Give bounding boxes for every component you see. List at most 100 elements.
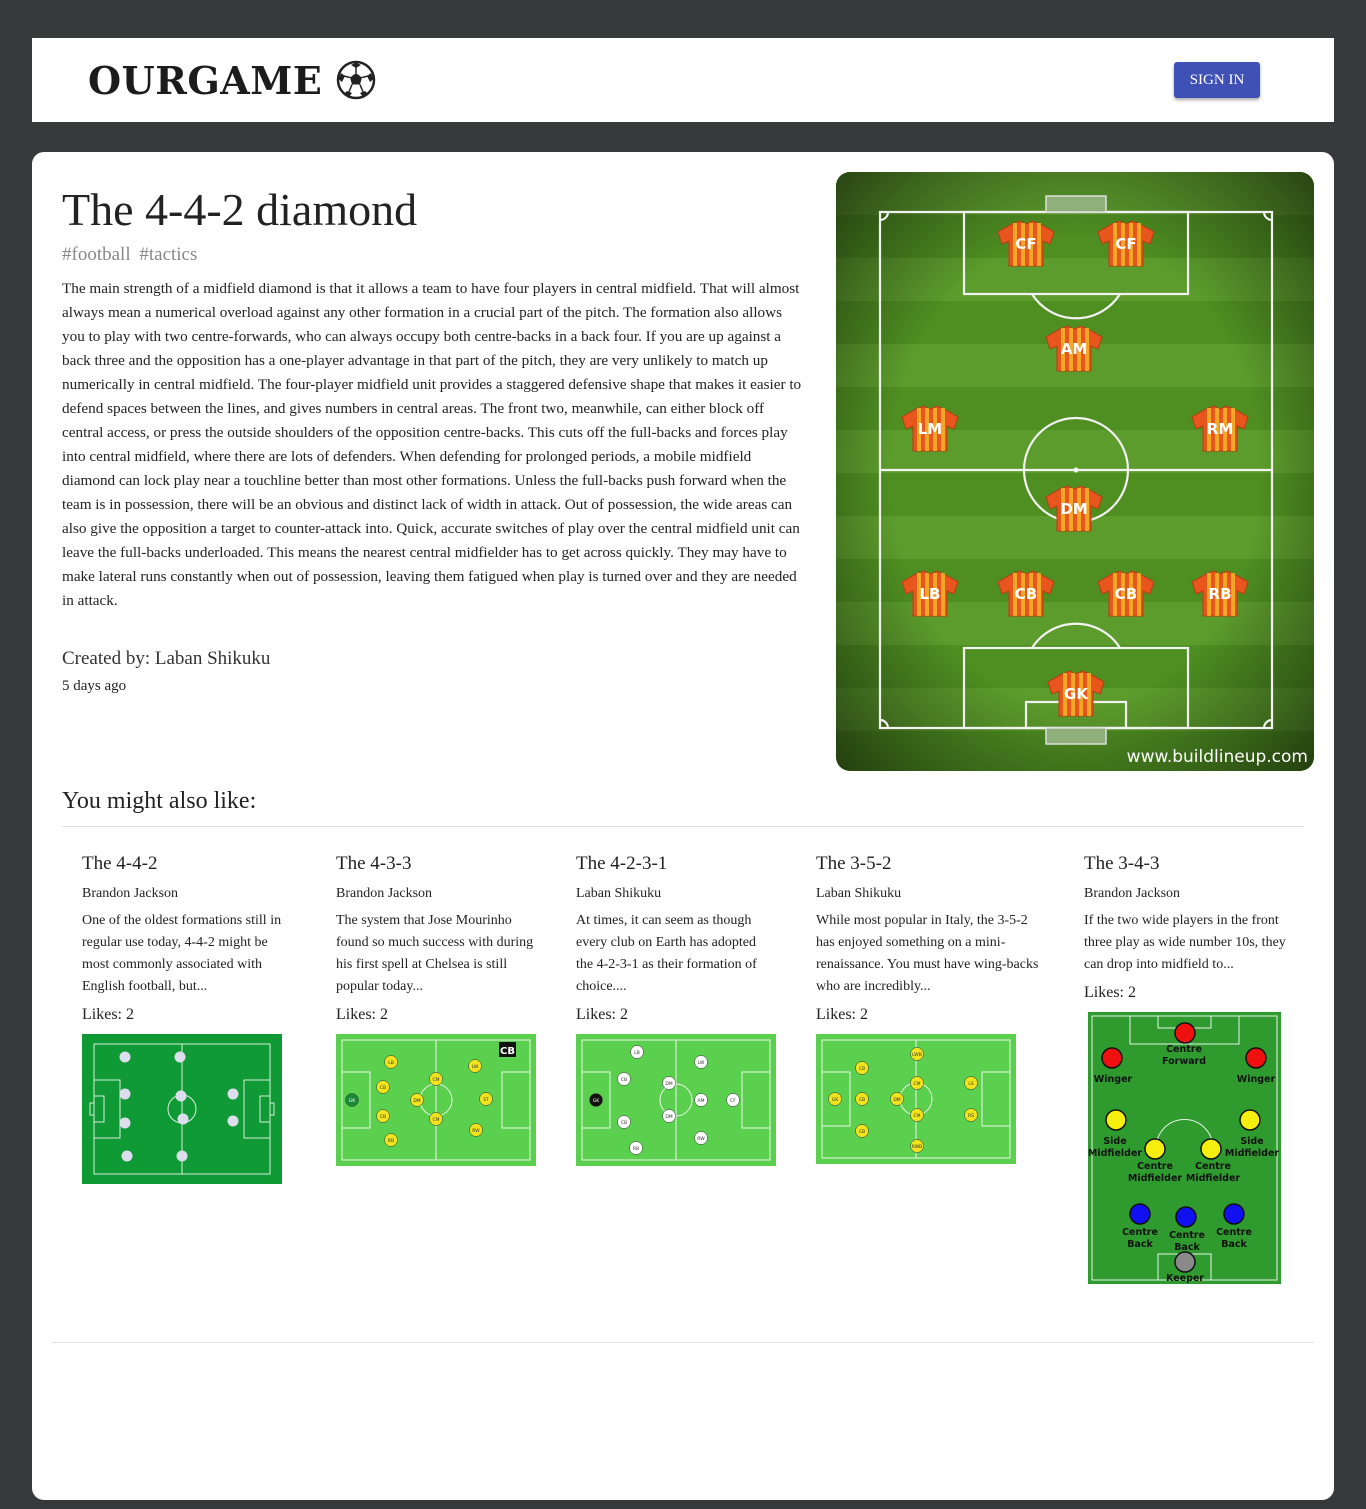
player-label: Centre	[1169, 1230, 1205, 1241]
player-dot	[1101, 1047, 1123, 1069]
player-dot	[345, 1093, 359, 1107]
player-dot	[1239, 1109, 1261, 1131]
site-logo[interactable]: OURGAME	[88, 57, 376, 103]
divider	[62, 826, 1304, 827]
rec-likes: Likes: 2	[816, 1006, 868, 1023]
sign-in-button[interactable]: SIGN IN	[1174, 62, 1260, 98]
formation-thumbnail[interactable]: CB GK LB CB CB RB CM DM CM LW ST RW	[336, 1034, 536, 1166]
player-dot	[384, 1055, 398, 1069]
player-label: LB	[634, 1050, 640, 1056]
player-shirt: CF	[997, 220, 1055, 267]
rec-card[interactable]: The 3-4-3 Brandon Jackson If the two wid…	[1084, 852, 1294, 1284]
logo-text: OURGAME	[88, 57, 323, 103]
player-dot	[468, 1059, 482, 1073]
player-label: Side	[1240, 1136, 1263, 1147]
player-dot	[910, 1076, 924, 1090]
player-label: Back	[1127, 1239, 1153, 1250]
player-label: CB	[859, 1066, 865, 1072]
formation-thumbnail[interactable]	[82, 1034, 282, 1184]
shirt-label: DM	[1060, 500, 1087, 518]
player-dot	[1223, 1203, 1245, 1225]
player-label: Forward	[1162, 1056, 1206, 1067]
player-label: RS	[968, 1113, 974, 1119]
player-label: DM	[665, 1114, 672, 1120]
post-tags: #football #tactics	[62, 244, 197, 266]
rec-card[interactable]: The 3-5-2 Laban Shikuku While most popul…	[816, 852, 1048, 1164]
player-shirt: AM	[1045, 325, 1103, 372]
rec-title[interactable]: The 3-4-3	[1084, 853, 1160, 874]
thumbnail-badge: CB	[500, 1046, 515, 1057]
player-dot	[629, 1141, 643, 1155]
player-shirt: LB	[901, 570, 959, 617]
shirt-label: CB	[1115, 585, 1137, 603]
player-label: Back	[1221, 1239, 1247, 1250]
rec-description: The system that Jose Mourinho found so m…	[336, 913, 534, 994]
player-label: DM	[893, 1097, 900, 1103]
player-label: GK	[349, 1098, 356, 1104]
rec-description: If the two wide players in the front thr…	[1084, 913, 1286, 972]
player-dot	[828, 1092, 842, 1106]
player-dot	[1245, 1047, 1267, 1069]
post-body: The main strength of a midfield diamond …	[62, 280, 802, 609]
shirt-label: CF	[1015, 235, 1036, 253]
player-dot	[855, 1061, 869, 1075]
player-dot	[910, 1047, 924, 1061]
player-dot	[617, 1115, 631, 1129]
soccer-ball-icon	[337, 60, 376, 100]
player-dot	[726, 1093, 740, 1107]
player-label: CB	[380, 1085, 386, 1091]
rec-title[interactable]: The 3-5-2	[816, 853, 892, 874]
formation-shirts: CF CF AM LM RM DM LB CB CB RB GK	[901, 220, 1249, 717]
shirt-label: AM	[1061, 340, 1088, 358]
player-label: RW	[697, 1136, 705, 1142]
rec-card[interactable]: The 4-2-3-1 Laban Shikuku At times, it c…	[576, 852, 776, 1166]
rec-author: Laban Shikuku	[816, 886, 902, 901]
formation-thumbnail[interactable]: GK CB CB CB DM LWB CM CM RWB LS RS	[816, 1034, 1016, 1164]
shirt-label: LM	[918, 420, 943, 438]
player-label: GK	[593, 1098, 600, 1104]
player-dot	[410, 1093, 424, 1107]
player-dot	[384, 1133, 398, 1147]
rec-title[interactable]: The 4-2-3-1	[576, 853, 668, 874]
player-shirt: CF	[1097, 220, 1155, 267]
rec-description: While most popular in Italy, the 3-5-2 h…	[816, 913, 1039, 994]
tag-tactics[interactable]: #tactics	[139, 244, 198, 265]
player-label: Midfielder	[1225, 1148, 1279, 1159]
player-label: Centre	[1122, 1227, 1158, 1238]
rec-card[interactable]: The 4-4-2 Brandon Jackson One of the old…	[82, 852, 296, 1184]
player-label: LW	[472, 1064, 479, 1070]
player-label: Back	[1174, 1242, 1200, 1253]
player-shirt: CB	[997, 570, 1055, 617]
tag-football[interactable]: #football	[62, 244, 131, 265]
rec-title[interactable]: The 4-3-3	[336, 853, 412, 874]
shirt-label: RM	[1207, 420, 1233, 438]
rec-description: One of the oldest formations still in re…	[82, 913, 282, 994]
player-label: AM	[698, 1098, 705, 1104]
player-label: DM	[413, 1098, 420, 1104]
player-label: CF	[730, 1098, 736, 1104]
player-dot	[376, 1080, 390, 1094]
player-label: RB	[388, 1138, 394, 1144]
shirt-label: GK	[1064, 685, 1089, 703]
formation-image: CF CF AM LM RM DM LB CB CB RB GK www.buildlineup.c…	[836, 172, 1314, 771]
shirt-label: CB	[1015, 585, 1037, 603]
player-dot	[589, 1093, 603, 1107]
player-label: Winger	[1094, 1074, 1133, 1085]
formation-thumbnail[interactable]: GK LB CB CB RB DM DM LW AM RW CF	[576, 1034, 776, 1166]
rec-card[interactable]: The 4-3-3 Brandon Jackson The system tha…	[336, 852, 536, 1166]
player-dot	[479, 1092, 493, 1106]
player-dot	[662, 1109, 676, 1123]
post-author: Created by: Laban Shikuku	[62, 648, 271, 669]
player-dot	[1175, 1206, 1197, 1228]
player-label: Midfielder	[1128, 1173, 1182, 1184]
player-dot	[855, 1092, 869, 1106]
rec-author: Brandon Jackson	[82, 886, 179, 901]
player-label: Midfielder	[1186, 1173, 1240, 1184]
rec-author: Brandon Jackson	[336, 886, 433, 901]
player-label: LWB	[912, 1052, 922, 1058]
player-dot	[1129, 1203, 1151, 1225]
rec-author: Laban Shikuku	[576, 886, 662, 901]
rec-title[interactable]: The 4-4-2	[82, 853, 158, 874]
player-dot	[1200, 1138, 1222, 1160]
